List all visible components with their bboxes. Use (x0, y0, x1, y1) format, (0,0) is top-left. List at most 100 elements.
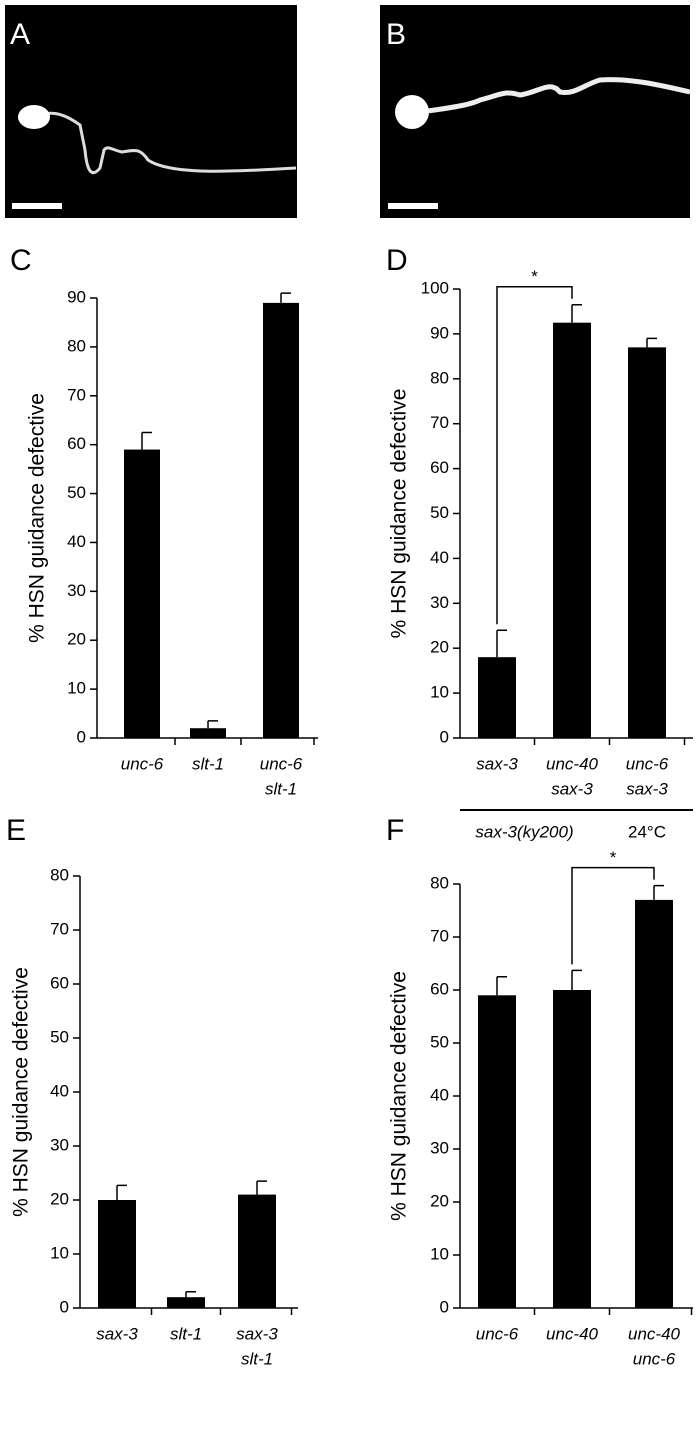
y-tick-label: 60 (430, 458, 449, 477)
y-tick-label: 40 (430, 548, 449, 567)
y-tick-label: 50 (67, 483, 86, 502)
y-tick-label: 80 (430, 368, 449, 387)
error-bar (496, 629, 507, 658)
error-bar (571, 303, 582, 323)
bar (263, 302, 299, 738)
y-axis-label: % HSN guidance defective (388, 971, 411, 1221)
y-axis-label: % HSN guidance defective (10, 967, 33, 1217)
error-bar (256, 1180, 267, 1195)
y-tick-label: 10 (50, 1243, 69, 1262)
bar (635, 899, 673, 1308)
y-tick-label: 30 (430, 1138, 449, 1157)
cell-body-a (18, 105, 50, 129)
x-tick-label: unc-6 (626, 754, 669, 773)
bar (190, 728, 226, 738)
panel-label: C (10, 244, 32, 277)
neuron-a (29, 111, 297, 174)
y-tick-label: 0 (440, 727, 449, 746)
bar (628, 347, 666, 738)
panel-label: F (386, 814, 404, 847)
panel-label: B (386, 18, 406, 51)
bar (478, 995, 516, 1308)
y-tick-label: 40 (430, 1085, 449, 1104)
y-tick-label: 0 (60, 1297, 69, 1316)
y-tick-label: 0 (440, 1297, 449, 1316)
y-tick-label: 30 (50, 1135, 69, 1154)
y-tick-label: 20 (67, 630, 86, 649)
x-tick-label: unc-6 (633, 1349, 676, 1368)
y-tick-label: 30 (430, 593, 449, 612)
y-tick-label: 70 (50, 919, 69, 938)
x-tick-label: sax-3 (236, 1324, 278, 1343)
y-tick-label: 70 (430, 926, 449, 945)
scale-bar-b (388, 203, 438, 209)
panel-label: A (10, 18, 30, 51)
y-tick-label: 20 (430, 1191, 449, 1210)
y-tick-label: 50 (430, 503, 449, 522)
error-bar (496, 976, 507, 996)
x-tick-label: unc-6 (476, 1324, 519, 1343)
scale-bar-a (12, 203, 62, 209)
y-tick-label: 90 (430, 323, 449, 342)
significance-bracket (571, 866, 655, 965)
x-tick-label: sax-3 (476, 754, 518, 773)
error-bar (116, 1184, 127, 1200)
x-tick-label: unc-40 (546, 1324, 599, 1343)
x-tick-label: slt-1 (241, 1349, 273, 1368)
bar (167, 1297, 205, 1308)
bar (553, 322, 591, 738)
y-tick-label: 20 (50, 1189, 69, 1208)
x-tick-label: sax-3 (551, 779, 593, 798)
y-tick-label: 90 (67, 287, 86, 306)
error-bar (571, 969, 582, 990)
micrograph-a (5, 5, 297, 218)
y-tick-label: 80 (430, 873, 449, 892)
x-tick-label: unc-40 (546, 754, 599, 773)
error-bar (207, 720, 218, 729)
x-tick-label: sax-3 (626, 779, 668, 798)
group-label: 24°C (628, 822, 666, 841)
bar (238, 1194, 276, 1308)
x-tick-label: slt-1 (265, 779, 297, 798)
y-tick-label: 70 (67, 385, 86, 404)
x-tick-label: slt-1 (192, 754, 224, 773)
y-tick-label: 20 (430, 638, 449, 657)
significance-label: * (531, 267, 538, 286)
x-tick-label: unc-40 (628, 1324, 681, 1343)
error-bar (653, 884, 664, 900)
y-tick-label: 10 (430, 683, 449, 702)
y-tick-label: 40 (67, 532, 86, 551)
y-tick-label: 60 (67, 434, 86, 453)
y-tick-label: 70 (430, 413, 449, 432)
y-tick-label: 100 (421, 278, 449, 297)
group-label: sax-3(ky200) (475, 822, 573, 841)
y-tick-label: 50 (430, 1032, 449, 1051)
y-tick-label: 80 (50, 865, 69, 884)
error-bar (280, 292, 291, 303)
y-axis-label: % HSN guidance defective (388, 389, 411, 639)
significance-bracket (496, 285, 573, 625)
x-tick-label: slt-1 (170, 1324, 202, 1343)
y-tick-label: 50 (50, 1027, 69, 1046)
bar (478, 657, 516, 738)
y-tick-label: 30 (67, 581, 86, 600)
error-bar (646, 337, 657, 348)
panel-label: D (386, 244, 408, 277)
y-tick-label: 60 (430, 979, 449, 998)
y-tick-label: 40 (50, 1081, 69, 1100)
bar (124, 449, 160, 738)
x-tick-label: unc-6 (260, 754, 303, 773)
bar (98, 1200, 136, 1308)
significance-label: * (610, 848, 617, 867)
x-tick-label: unc-6 (121, 754, 164, 773)
y-tick-label: 80 (67, 336, 86, 355)
neuron-b (419, 77, 691, 115)
y-tick-label: 60 (50, 973, 69, 992)
bar (553, 990, 591, 1308)
error-bar (141, 431, 152, 450)
x-tick-label: sax-3 (96, 1324, 138, 1343)
y-tick-label: 10 (430, 1244, 449, 1263)
y-axis-label: % HSN guidance defective (26, 393, 49, 643)
